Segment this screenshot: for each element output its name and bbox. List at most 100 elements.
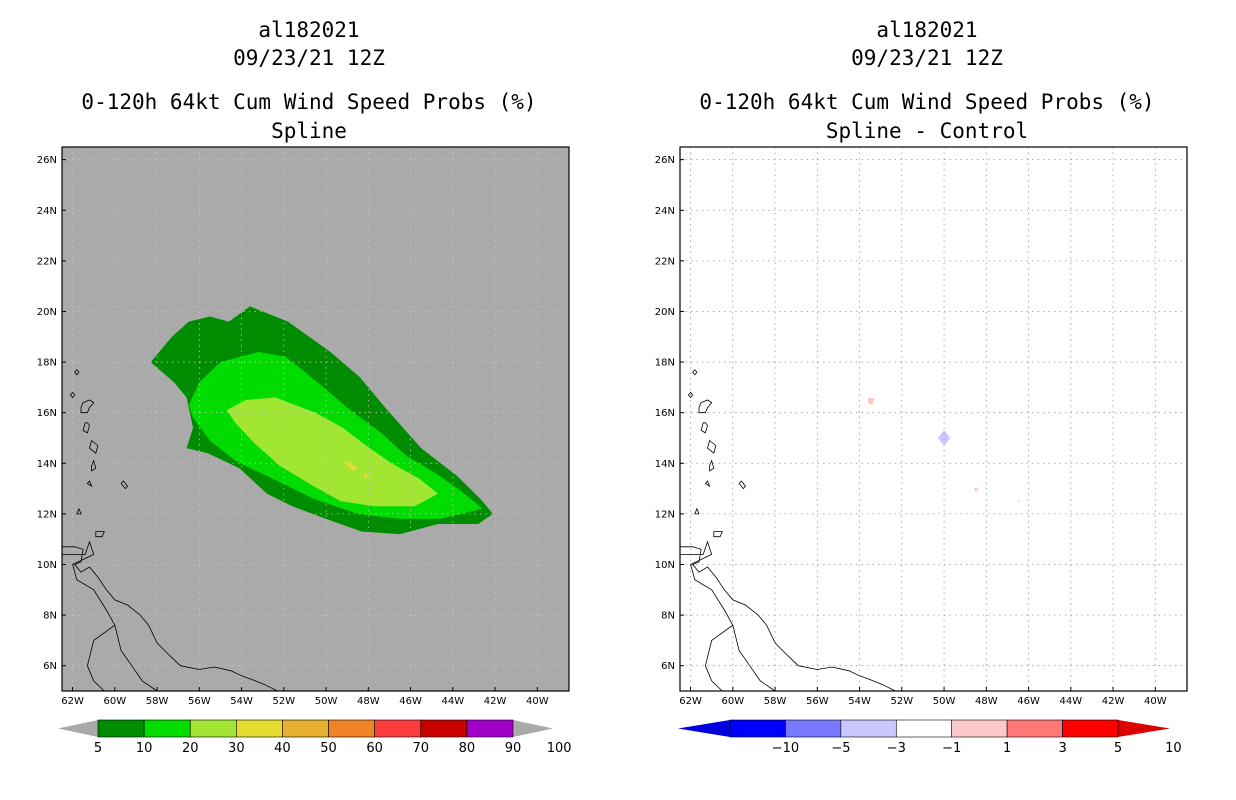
colorbar-box <box>729 719 786 738</box>
lon-tick-label: 56W <box>806 696 829 707</box>
island-coastline <box>86 480 93 488</box>
lat-tick-label: 20N <box>37 307 57 318</box>
lat-tick-label: 18N <box>655 358 675 369</box>
island-coastline <box>713 531 723 538</box>
colorbar-under-triangle <box>678 720 730 737</box>
colorbar-label: −3 <box>887 741 906 756</box>
inland-border <box>62 540 116 692</box>
lon-tick-label: 42W <box>1102 696 1125 707</box>
spline-panel: al182021 09/23/21 12Z 0-120h 64kt Cum Wi… <box>37 18 572 756</box>
lon-tick-label: 50W <box>315 696 338 707</box>
island-coastline <box>74 369 80 376</box>
lon-tick-label: 42W <box>484 696 507 707</box>
lon-tick-label: 40W <box>526 696 549 707</box>
lon-tick-label: 48W <box>975 696 998 707</box>
contour-1to3 <box>868 397 875 406</box>
spline-map: 62W 60W 58W 56W 54W 52W 50W 48W 46W 44W 42W 40W 6N 8N… <box>37 146 572 756</box>
lat-tick-label: 6N <box>661 661 675 672</box>
lon-tick-label: 58W <box>764 696 787 707</box>
colorbar-label: 1 <box>1003 741 1011 756</box>
island-coastline <box>76 507 82 515</box>
lat-tick-label: 8N <box>43 611 57 622</box>
lon-tick-label: 54W <box>848 696 871 707</box>
colorbar-box <box>951 719 1008 738</box>
datetime-title: 09/23/21 12Z <box>851 46 1003 70</box>
lat-tick-label: 22N <box>655 256 675 267</box>
colorbar-label: 5 <box>1114 741 1122 756</box>
lon-tick-label: 56W <box>188 696 211 707</box>
island-coastline <box>700 422 708 434</box>
lon-tick-label: 46W <box>399 696 422 707</box>
island-coastline <box>120 480 129 490</box>
island-coastline <box>80 399 95 414</box>
chart-title: 0-120h 64kt Cum Wind Speed Probs (%) <box>699 90 1155 114</box>
contour-1to3 <box>1018 500 1021 503</box>
contour-20-30 <box>226 397 438 507</box>
chart-subtitle: Spline - Control <box>825 119 1029 143</box>
difference-map: 62W 60W 58W 56W 54W 52W 50W 48W 46W 44W 42W 40W 6N 8N… <box>655 146 1188 756</box>
colorbar-label: 70 <box>413 741 430 756</box>
lon-tick-label: 54W <box>230 696 253 707</box>
lon-tick-label: 60W <box>722 696 745 707</box>
colorbar-box <box>785 719 842 738</box>
storm-id-title: al182021 <box>258 18 360 42</box>
lat-tick-label: 26N <box>37 155 57 166</box>
inland-border <box>732 625 776 692</box>
colorbar-box <box>1062 719 1119 738</box>
colorbar-box <box>97 719 145 738</box>
colorbar-label: 100 <box>547 741 572 756</box>
lat-tick-label: 24N <box>37 206 57 217</box>
contour-30-40 <box>364 473 371 479</box>
colorbar-label: 10 <box>1165 741 1182 756</box>
colorbar-label: 10 <box>136 741 153 756</box>
colorbar-box <box>374 719 422 738</box>
island-coastline <box>69 391 76 399</box>
island-coastline <box>694 507 700 515</box>
lon-tick-label: 46W <box>1017 696 1040 707</box>
lon-tick-label: 40W <box>1144 696 1167 707</box>
island-coastline <box>82 422 90 434</box>
island-coastline <box>738 480 747 490</box>
lat-tick-label: 8N <box>661 611 675 622</box>
lat-tick-label: 10N <box>655 560 675 571</box>
island-coastline <box>95 531 105 538</box>
mainland-coastline <box>62 546 278 692</box>
colorbar-label: 5 <box>94 741 102 756</box>
plot-frame <box>61 146 570 692</box>
contour-1to3 <box>973 487 979 492</box>
mainland-coastline <box>680 546 896 692</box>
colorbar-under-triangle <box>58 720 98 737</box>
island-coastline <box>707 439 717 454</box>
colorbar-label: 90 <box>505 741 522 756</box>
inland-border <box>680 540 734 692</box>
colorbar-box <box>189 719 237 738</box>
contour--3to-1 <box>937 430 951 446</box>
colorbar-label: −5 <box>831 741 850 756</box>
island-coastline <box>709 459 715 472</box>
lat-tick-label: 24N <box>655 206 675 217</box>
inland-border <box>114 625 158 692</box>
lon-tick-label: 52W <box>273 696 296 707</box>
colorbar-box <box>840 719 897 738</box>
lat-tick-label: 14N <box>655 459 675 470</box>
lat-tick-label: 22N <box>37 256 57 267</box>
island-coastline <box>704 480 711 488</box>
island-coastline <box>692 369 698 376</box>
lon-tick-label: 62W <box>679 696 702 707</box>
island-coastline <box>687 391 694 399</box>
colorbar-label: 30 <box>228 741 245 756</box>
chart-title: 0-120h 64kt Cum Wind Speed Probs (%) <box>81 90 537 114</box>
lon-tick-label: 50W <box>933 696 956 707</box>
lat-tick-label: 16N <box>655 408 675 419</box>
island-coastline <box>698 399 713 414</box>
lon-tick-label: 48W <box>357 696 380 707</box>
lon-tick-label: 44W <box>442 696 465 707</box>
plot-frame <box>679 146 1188 692</box>
island-coastline <box>89 439 99 454</box>
colorbar-box <box>143 719 191 738</box>
colorbar-box <box>328 719 375 738</box>
colorbar-box <box>466 719 514 738</box>
colorbar-label: −10 <box>772 741 799 756</box>
colorbar-label: 60 <box>366 741 383 756</box>
colorbar-label: 40 <box>274 741 291 756</box>
